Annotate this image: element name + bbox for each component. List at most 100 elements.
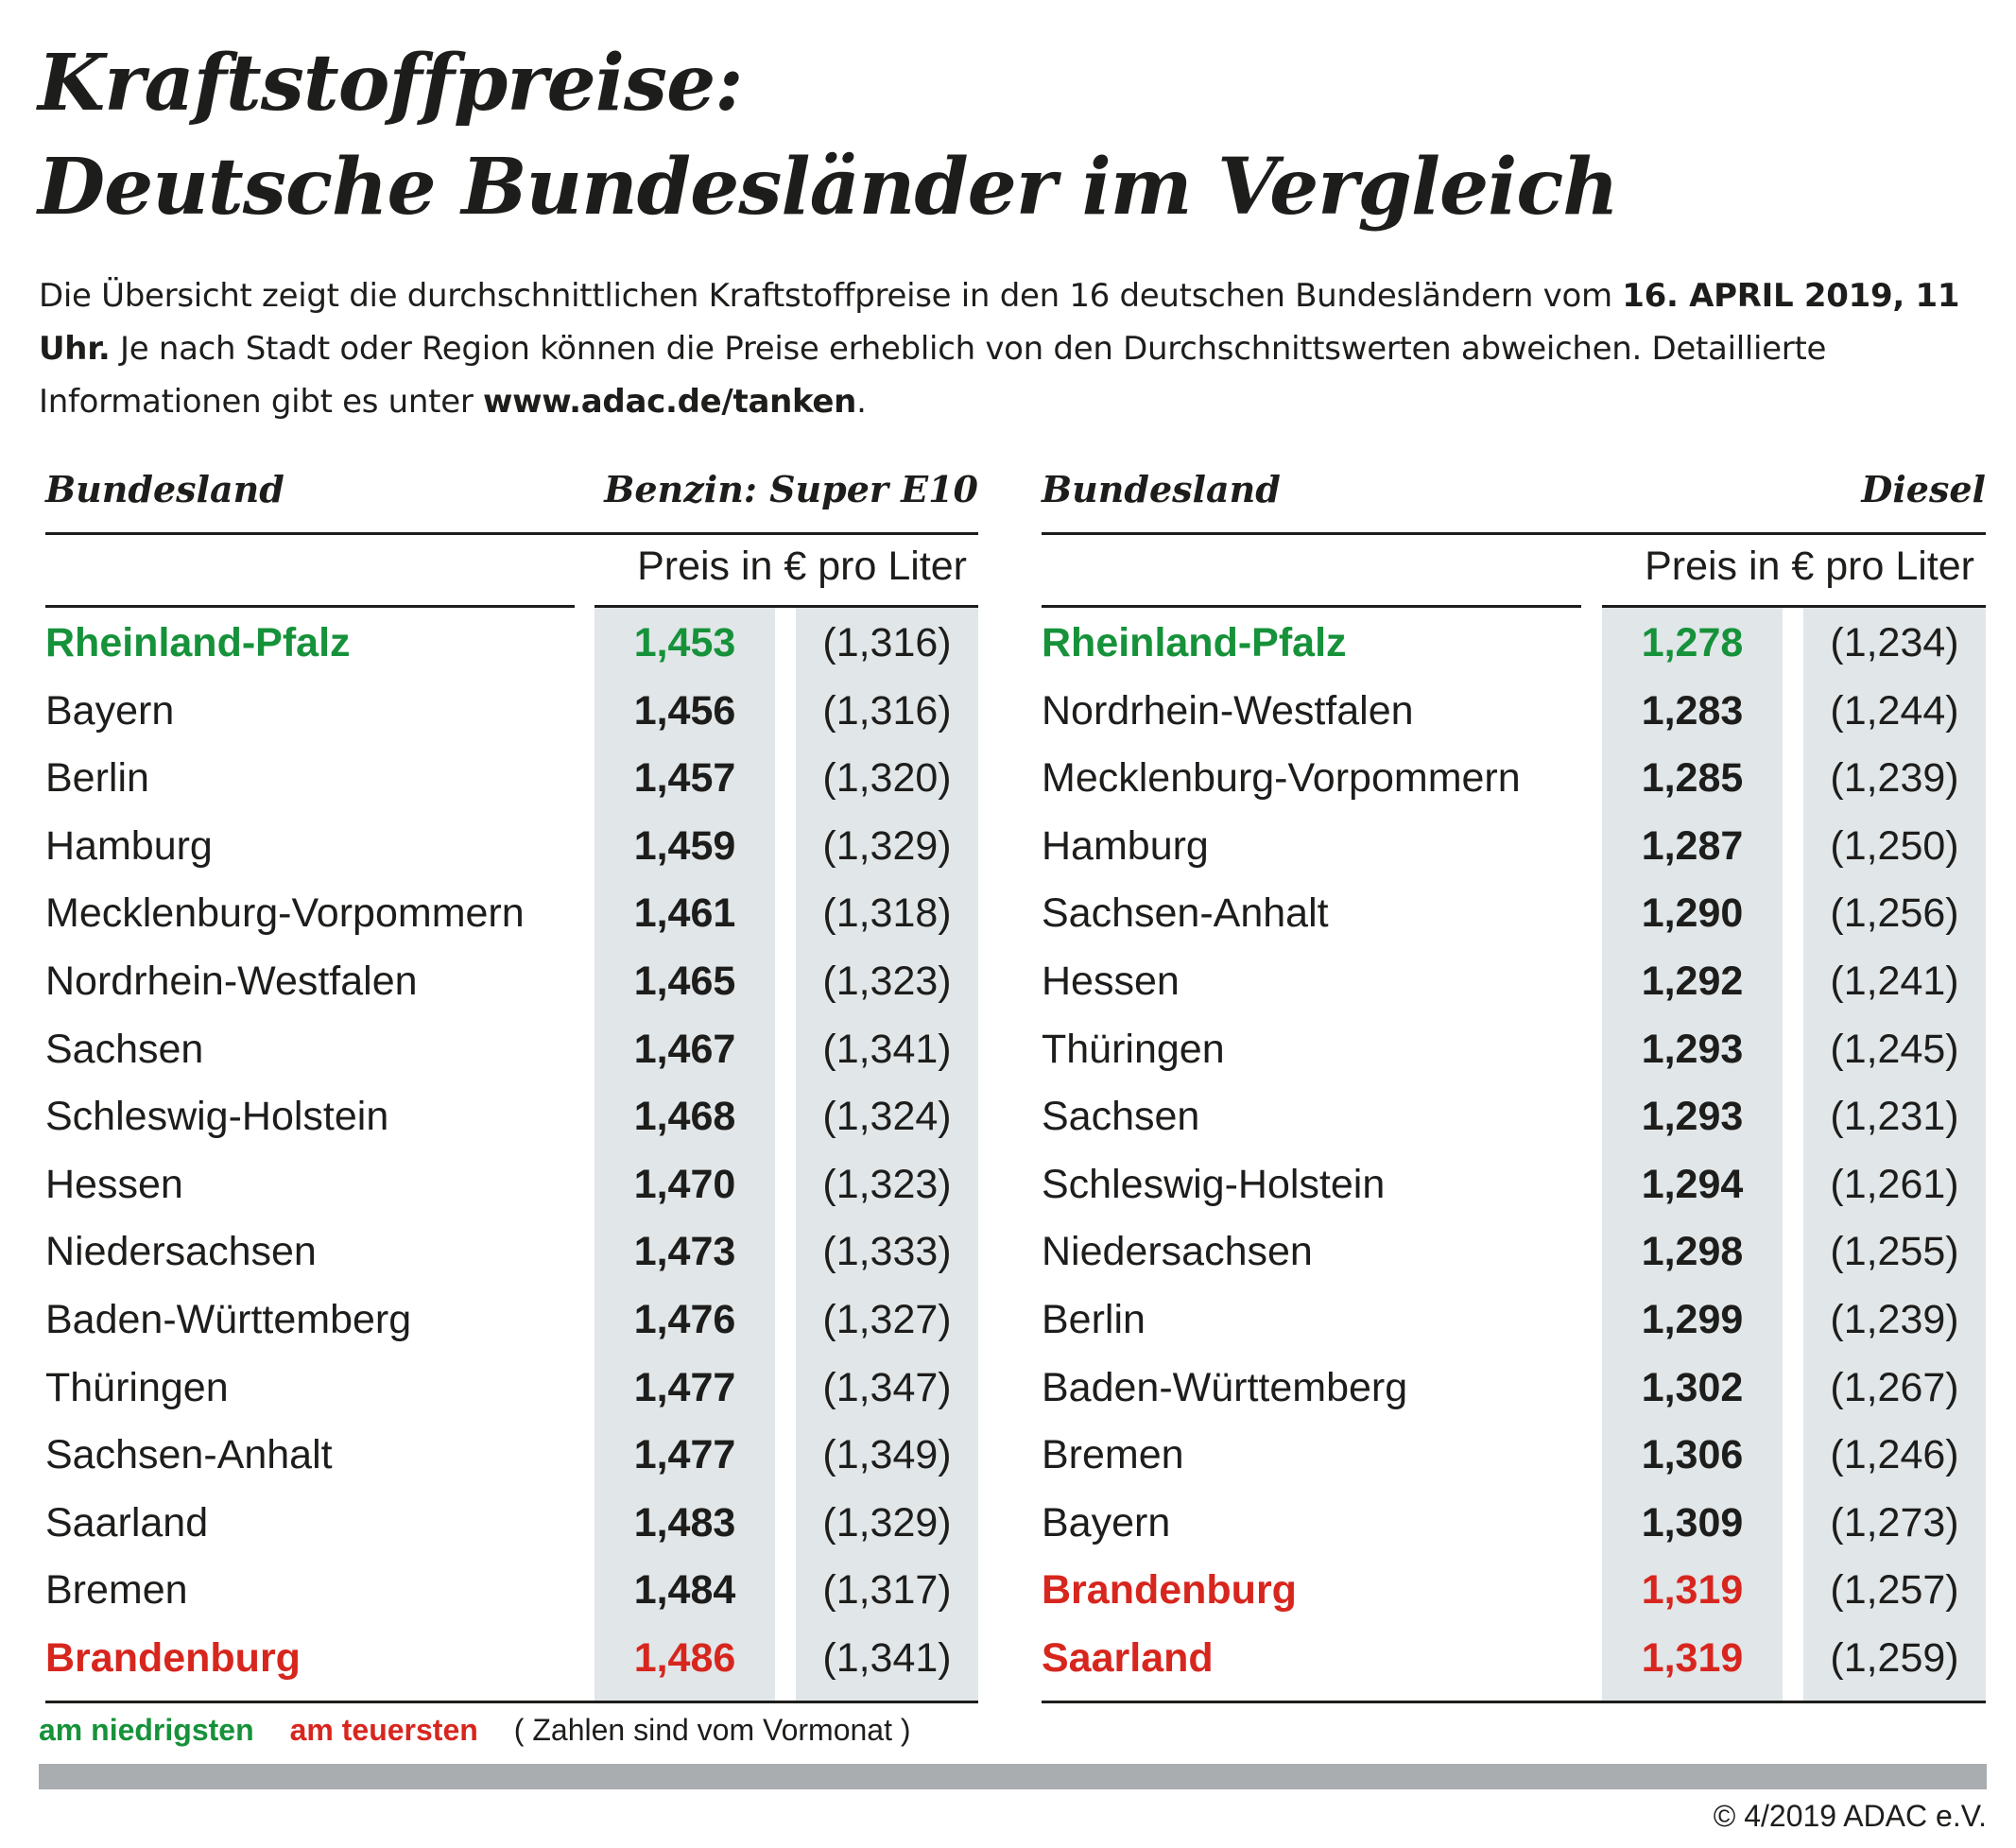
table-row: Thüringen 1,293 (1,245) — [1042, 1016, 1986, 1084]
subheader-rule-price — [594, 605, 978, 608]
price-value: 1,473 — [633, 1229, 736, 1275]
previous-month-value: (1,318) — [822, 890, 952, 937]
price-value: 1,461 — [633, 890, 736, 937]
state-name: Sachsen — [45, 1026, 204, 1072]
state-name: Bayern — [1042, 1499, 1171, 1546]
table-row: Sachsen-Anhalt 1,290 (1,256) — [1042, 880, 1986, 948]
price-value: 1,456 — [633, 687, 736, 734]
previous-month-value: (1,341) — [822, 1026, 952, 1072]
previous-month-value: (1,333) — [822, 1229, 952, 1275]
price-value: 1,290 — [1641, 890, 1744, 937]
price-value: 1,477 — [633, 1432, 736, 1478]
state-name: Rheinland-Pfalz — [45, 620, 351, 665]
state-name: Brandenburg — [1042, 1567, 1297, 1614]
subheader-rule-name — [1042, 605, 1581, 608]
price-value: 1,278 — [1641, 620, 1744, 665]
state-name: Baden-Württemberg — [1042, 1364, 1408, 1410]
state-name: Schleswig-Holstein — [1042, 1161, 1386, 1207]
previous-month-value: (1,323) — [822, 959, 952, 1004]
table-row: Saarland 1,483 (1,329) — [45, 1490, 978, 1558]
table-row: Schleswig-Holstein 1,294 (1,261) — [1042, 1151, 1986, 1219]
previous-month-value: (1,327) — [822, 1297, 952, 1342]
previous-month-value: (1,250) — [1830, 822, 1959, 869]
price-value: 1,283 — [1641, 687, 1744, 734]
table-row: Brandenburg 1,319 (1,257) — [1042, 1557, 1986, 1625]
state-name: Thüringen — [45, 1364, 229, 1410]
previous-column-bg — [1803, 607, 1986, 1701]
price-value: 1,476 — [633, 1297, 736, 1342]
subheader-rule-price — [1602, 605, 1986, 608]
state-name: Sachsen-Anhalt — [1042, 890, 1329, 937]
state-name: Mecklenburg-Vorpommern — [1042, 755, 1521, 802]
table-row: Sachsen-Anhalt 1,477 (1,349) — [45, 1422, 978, 1490]
table-row: Hessen 1,292 (1,241) — [1042, 948, 1986, 1016]
price-value: 1,309 — [1641, 1499, 1744, 1546]
previous-month-value: (1,239) — [1830, 1297, 1959, 1342]
table-row: Hessen 1,470 (1,323) — [45, 1151, 978, 1219]
state-name: Rheinland-Pfalz — [1042, 620, 1347, 665]
state-name: Schleswig-Holstein — [45, 1094, 389, 1140]
table-row: Niedersachsen 1,473 (1,333) — [45, 1218, 978, 1287]
subheader-rule-name — [45, 605, 575, 608]
previous-month-value: (1,316) — [822, 687, 952, 734]
state-name: Sachsen — [1042, 1094, 1200, 1140]
price-value: 1,292 — [1641, 959, 1744, 1004]
price-value: 1,470 — [633, 1161, 736, 1207]
previous-column-bg — [796, 607, 978, 1701]
previous-month-value: (1,245) — [1830, 1026, 1959, 1072]
state-name: Baden-Württemberg — [45, 1297, 412, 1342]
state-name: Hamburg — [1042, 822, 1209, 869]
previous-month-value: (1,244) — [1830, 687, 1959, 734]
table-row: Sachsen 1,293 (1,231) — [1042, 1083, 1986, 1151]
intro-date: 16. APRIL 2019, 11 Uhr. — [39, 277, 1960, 368]
table-row: Bremen 1,306 (1,246) — [1042, 1422, 1986, 1490]
price-value: 1,299 — [1641, 1297, 1744, 1342]
previous-month-value: (1,320) — [822, 755, 952, 802]
state-name: Niedersachsen — [45, 1229, 317, 1275]
table-row: Baden-Württemberg 1,476 (1,327) — [45, 1287, 978, 1355]
previous-month-value: (1,323) — [822, 1161, 952, 1207]
previous-month-value: (1,259) — [1830, 1635, 1959, 1681]
state-name: Hamburg — [45, 822, 213, 869]
price-value: 1,287 — [1641, 822, 1744, 869]
state-name: Saarland — [45, 1499, 209, 1546]
table-row: Thüringen 1,477 (1,347) — [45, 1355, 978, 1423]
price-value: 1,285 — [1641, 755, 1744, 802]
legend-highest: am teuersten — [289, 1713, 478, 1747]
previous-month-value: (1,246) — [1830, 1432, 1959, 1478]
table-row: Rheinland-Pfalz 1,278 (1,234) — [1042, 610, 1986, 678]
price-value: 1,467 — [633, 1026, 736, 1072]
table-row: Sachsen 1,467 (1,341) — [45, 1016, 978, 1084]
price-value: 1,483 — [633, 1499, 736, 1546]
footer-bar — [39, 1764, 1987, 1789]
header-bundesland: Bundesland — [45, 468, 284, 510]
previous-month-value: (1,329) — [822, 822, 952, 869]
state-name: Berlin — [45, 755, 149, 802]
price-value: 1,298 — [1641, 1229, 1744, 1275]
table-row: Saarland 1,319 (1,259) — [1042, 1625, 1986, 1693]
state-name: Nordrhein-Westfalen — [45, 959, 418, 1004]
state-name: Sachsen-Anhalt — [45, 1432, 333, 1478]
previous-month-value: (1,234) — [1830, 620, 1959, 665]
previous-month-value: (1,316) — [822, 620, 952, 665]
header-rule — [45, 532, 978, 535]
table-row: Brandenburg 1,486 (1,341) — [45, 1625, 978, 1693]
table-row: Niedersachsen 1,298 (1,255) — [1042, 1218, 1986, 1287]
price-value: 1,484 — [633, 1567, 736, 1614]
price-column-bg — [594, 607, 775, 1701]
table-row: Berlin 1,457 (1,320) — [45, 745, 978, 813]
table-diesel: Bundesland Diesel Preis in € pro Liter Rhei… — [1042, 468, 1986, 1703]
price-value: 1,293 — [1641, 1094, 1744, 1140]
table-row: Bayern 1,309 (1,273) — [1042, 1490, 1986, 1558]
previous-month-value: (1,255) — [1830, 1229, 1959, 1275]
previous-month-value: (1,324) — [822, 1094, 952, 1140]
price-value: 1,319 — [1641, 1567, 1744, 1614]
table-row: Rheinland-Pfalz 1,453 (1,316) — [45, 610, 978, 678]
intro-part-2: Je nach Stadt oder Region können die Pre… — [39, 330, 1827, 421]
unit-label: Preis in € pro Liter — [1645, 544, 1974, 589]
previous-month-value: (1,273) — [1830, 1499, 1959, 1546]
state-name: Hessen — [1042, 959, 1180, 1004]
intro-part-3: . — [856, 383, 867, 421]
adac-link[interactable]: www.adac.de/tanken — [483, 383, 857, 421]
intro-part-1: Die Übersicht zeigt die durchschnittlich… — [39, 277, 1623, 315]
